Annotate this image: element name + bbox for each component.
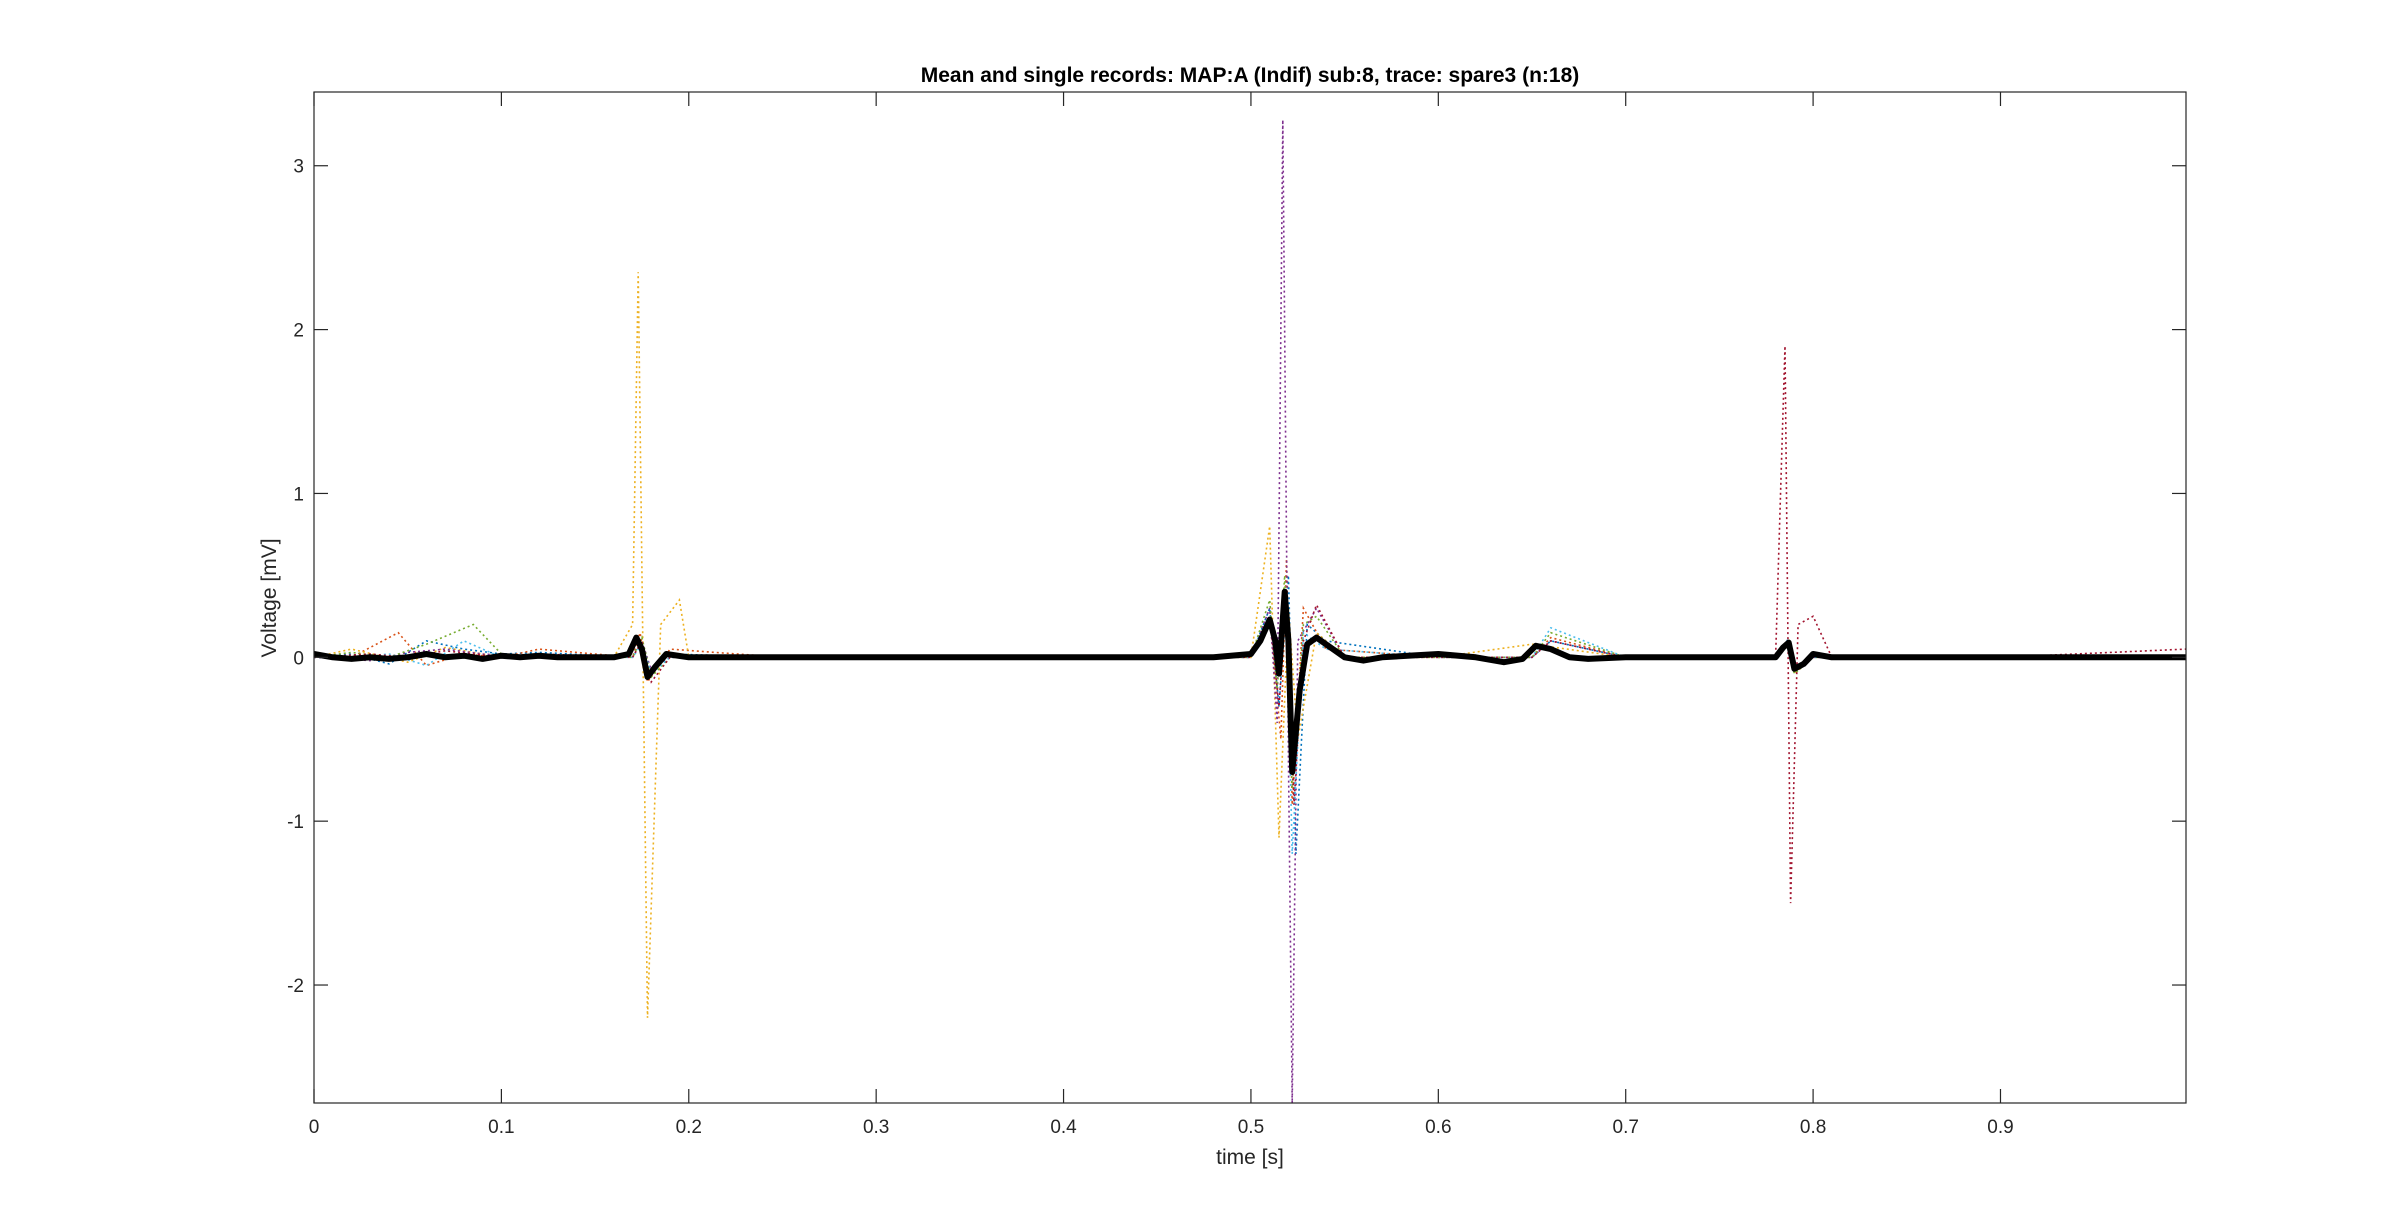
plot-area-background	[314, 92, 2186, 1103]
x-tick-label: 0.1	[488, 1117, 514, 1138]
y-tick-label: -1	[287, 812, 304, 833]
y-axis-label: Voltage [mV]	[258, 538, 281, 657]
x-tick-label: 0.9	[1987, 1117, 2013, 1138]
x-tick-label: 0.6	[1425, 1117, 1451, 1138]
mean-trace	[313, 588, 2186, 775]
x-tick-label: 0.5	[1238, 1117, 1264, 1138]
y-axis-ticks: -2 -1 0 1 2 3	[287, 157, 2186, 997]
x-tick-label: 0.2	[676, 1117, 702, 1138]
y-tick-label: 2	[293, 321, 304, 342]
y-tick-label: -2	[287, 976, 304, 997]
x-tick-label: 0	[309, 1117, 320, 1138]
x-tick-label: 0.7	[1613, 1117, 1639, 1138]
y-tick-label: 1	[293, 484, 304, 505]
x-tick-label: 0.3	[863, 1117, 889, 1138]
x-tick-label: 0.4	[1050, 1117, 1077, 1138]
x-axis-label: time [s]	[1216, 1146, 1284, 1169]
y-tick-label: 0	[293, 648, 304, 669]
mean-trace-layer	[313, 588, 2186, 775]
x-tick-label: 0.8	[1800, 1117, 1826, 1138]
plot-area-frame	[313, 91, 2187, 1104]
chart-title: Mean and single records: MAP:A (Indif) s…	[921, 64, 1580, 87]
y-tick-label: 3	[293, 157, 304, 178]
x-axis-ticks: 0 0.1 0.2 0.3 0.4 0.5 0.6 0.7 0.8 0.9	[309, 92, 2014, 1138]
